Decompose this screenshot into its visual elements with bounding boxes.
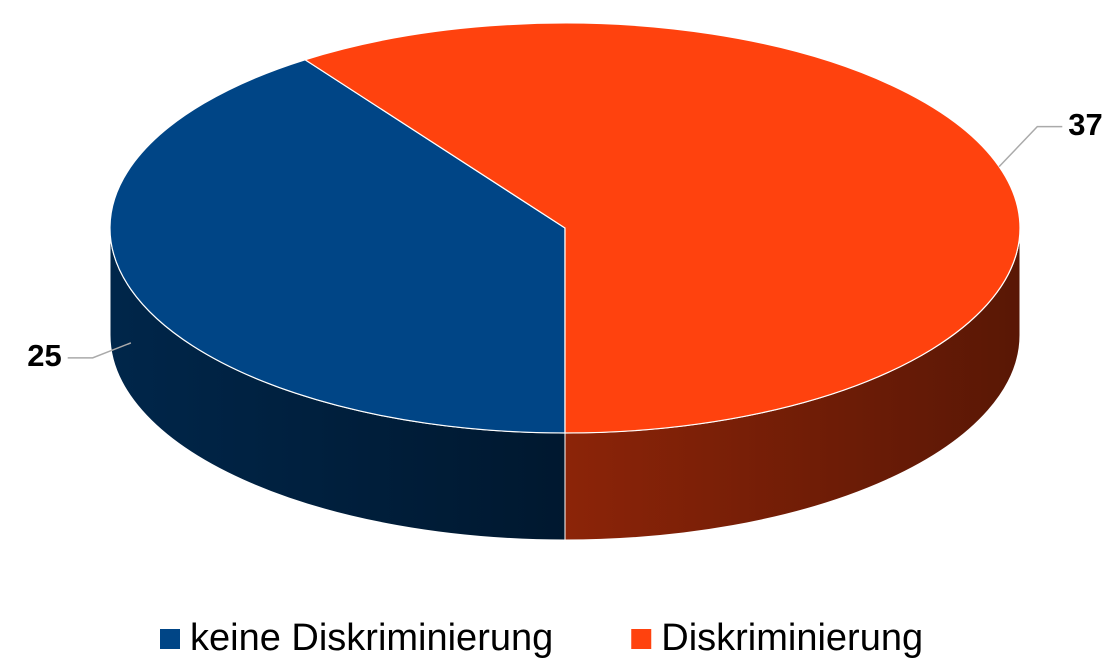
legend-label: Diskriminierung [661, 617, 923, 659]
legend-label: keine Diskriminierung [190, 617, 553, 659]
leader-line [67, 342, 132, 359]
value-label: 37 [1068, 107, 1102, 142]
value-label: 25 [27, 338, 61, 373]
legend-swatch [631, 629, 652, 649]
slice [303, 22, 1021, 434]
leader-line [998, 125, 1063, 168]
legend-swatch [160, 629, 180, 649]
legend: keine Diskriminierung Diskriminierung [160, 617, 923, 659]
slice [109, 59, 566, 434]
